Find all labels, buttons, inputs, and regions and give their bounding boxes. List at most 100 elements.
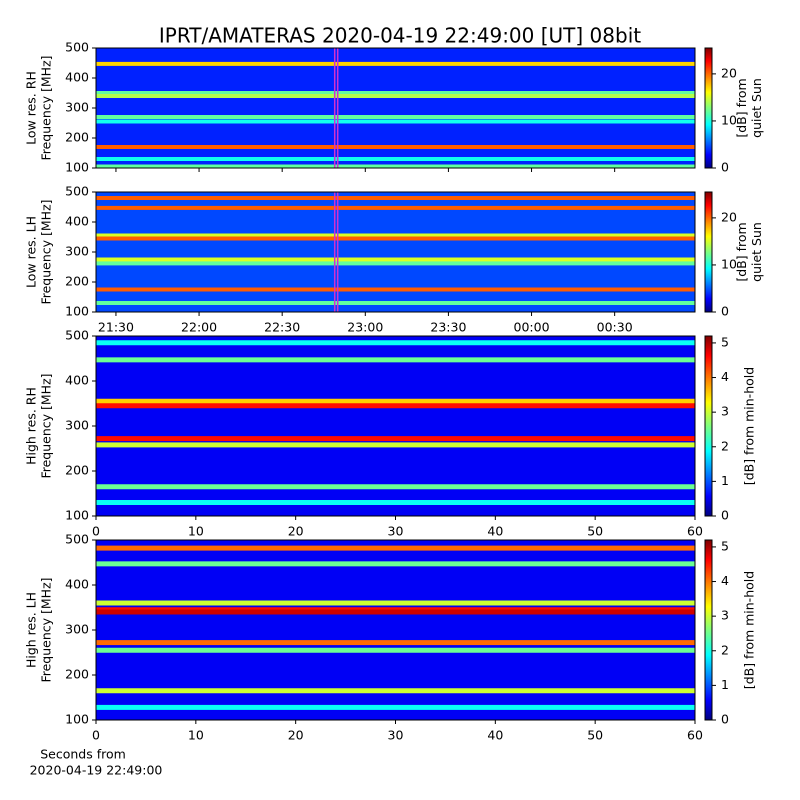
spectral-band: [96, 398, 695, 404]
colorbar: [704, 191, 713, 313]
y-axis-label: High res. RH: [24, 387, 39, 465]
spectrogram-background: [96, 192, 695, 312]
colorbar-tick-label: 5: [721, 538, 729, 553]
colorbar-tick-label: 0: [721, 304, 729, 319]
colorbar-tick-label: 0: [721, 160, 729, 175]
y-tick-label: 400: [65, 214, 89, 229]
colorbar-tick-label: 10: [721, 112, 737, 127]
x-tick-label: 60: [687, 728, 703, 743]
colorbar-tick-label: 1: [721, 677, 729, 692]
figure-title: IPRT/AMATERAS 2020-04-19 22:49:00 [UT] 0…: [159, 24, 641, 48]
colorbar-label: [dB] from min-hold: [742, 571, 757, 689]
y-tick-label: 200: [65, 130, 89, 145]
x-tick-label: 50: [587, 728, 603, 743]
y-tick-label: 500: [65, 184, 89, 199]
y-axis-label: Low res. RH: [24, 71, 39, 145]
x-tick-label: 10: [188, 524, 204, 539]
spectral-band: [96, 561, 695, 567]
colorbar-tick-label: 20: [721, 209, 737, 224]
colorbar: [704, 47, 713, 169]
y-tick-label: 400: [65, 70, 89, 85]
colorbar-tick-label: 2: [721, 642, 729, 657]
colorbar-label: quiet Sun: [749, 222, 764, 282]
spectral-band: [96, 340, 695, 346]
y-axis-label: Frequency [MHz]: [39, 577, 54, 682]
y-tick-label: 200: [65, 463, 89, 478]
colorbar-tick-label: 3: [721, 404, 729, 419]
y-tick-label: 300: [65, 622, 89, 637]
spectral-band: [96, 257, 695, 262]
y-tick-label: 500: [65, 40, 89, 55]
x-axis-label: Seconds from: [40, 747, 126, 762]
colorbar-tick-label: 3: [721, 608, 729, 623]
x-tick-label: 22:00: [181, 320, 217, 335]
x-tick-label: 22:30: [264, 320, 300, 335]
y-axis-label: Low res. LH: [24, 216, 39, 288]
y-axis-label: High res. LH: [24, 592, 39, 668]
spectral-band: [96, 609, 695, 615]
y-tick-label: 100: [65, 712, 89, 727]
spectral-band: [96, 261, 695, 266]
spectral-band: [96, 436, 695, 442]
spectrogram-background: [96, 48, 695, 168]
x-tick-label: 0: [92, 728, 100, 743]
colorbar-tick-label: 4: [721, 573, 729, 588]
y-tick-label: 500: [65, 532, 89, 547]
spectral-band: [96, 403, 695, 409]
x-tick-label: 30: [388, 728, 404, 743]
colorbar-tick-label: 10: [721, 256, 737, 271]
colorbar-tick-label: 0: [721, 508, 729, 523]
y-tick-label: 200: [65, 667, 89, 682]
x-tick-label: 20: [288, 524, 304, 539]
spectral-band: [96, 233, 695, 238]
spectral-band: [96, 115, 695, 119]
y-tick-label: 300: [65, 100, 89, 115]
spectral-band: [96, 145, 695, 149]
y-tick-label: 300: [65, 244, 89, 259]
spectral-band: [96, 647, 695, 653]
colorbar-tick-label: 5: [721, 334, 729, 349]
colorbar-tick-label: 4: [721, 369, 729, 384]
x-tick-label: 00:00: [514, 320, 550, 335]
spectral-band: [96, 704, 695, 710]
spectral-band: [96, 287, 695, 292]
spectral-band: [96, 94, 695, 98]
y-tick-label: 400: [65, 577, 89, 592]
x-tick-label: 60: [687, 524, 703, 539]
colorbar-label: [dB] from min-hold: [742, 367, 757, 485]
y-tick-label: 500: [65, 328, 89, 343]
x-tick-label: 40: [487, 728, 503, 743]
spectral-band: [96, 61, 695, 66]
y-tick-label: 200: [65, 274, 89, 289]
spectral-band: [96, 157, 695, 161]
spectral-band: [96, 545, 695, 551]
spectral-band: [96, 688, 695, 694]
spectral-band: [96, 500, 695, 505]
colorbar-label: [dB] from: [734, 222, 749, 281]
x-tick-label: 40: [487, 524, 503, 539]
colorbar-label: [dB] from: [734, 78, 749, 137]
spectral-band: [96, 205, 695, 210]
colorbar-tick-label: 0: [721, 712, 729, 727]
x-tick-label: 23:30: [430, 320, 466, 335]
x-tick-label: 30: [388, 524, 404, 539]
x-tick-label: 50: [587, 524, 603, 539]
x-tick-label: 20: [288, 728, 304, 743]
spectral-band: [96, 301, 695, 305]
colorbar: [704, 335, 713, 517]
y-tick-label: 400: [65, 373, 89, 388]
y-tick-label: 300: [65, 418, 89, 433]
spectral-band: [96, 196, 695, 200]
x-tick-label: 23:00: [347, 320, 383, 335]
x-tick-label: 0: [92, 524, 100, 539]
colorbar-tick-label: 2: [721, 438, 729, 453]
spectral-band: [96, 442, 695, 448]
spectral-band: [96, 91, 695, 95]
y-axis-label: Frequency [MHz]: [39, 199, 54, 304]
spectral-band: [96, 640, 695, 646]
x-tick-label: 00:30: [597, 320, 633, 335]
spectral-band: [96, 164, 695, 169]
colorbar-tick-label: 20: [721, 65, 737, 80]
y-tick-label: 100: [65, 508, 89, 523]
colorbar: [704, 539, 713, 721]
